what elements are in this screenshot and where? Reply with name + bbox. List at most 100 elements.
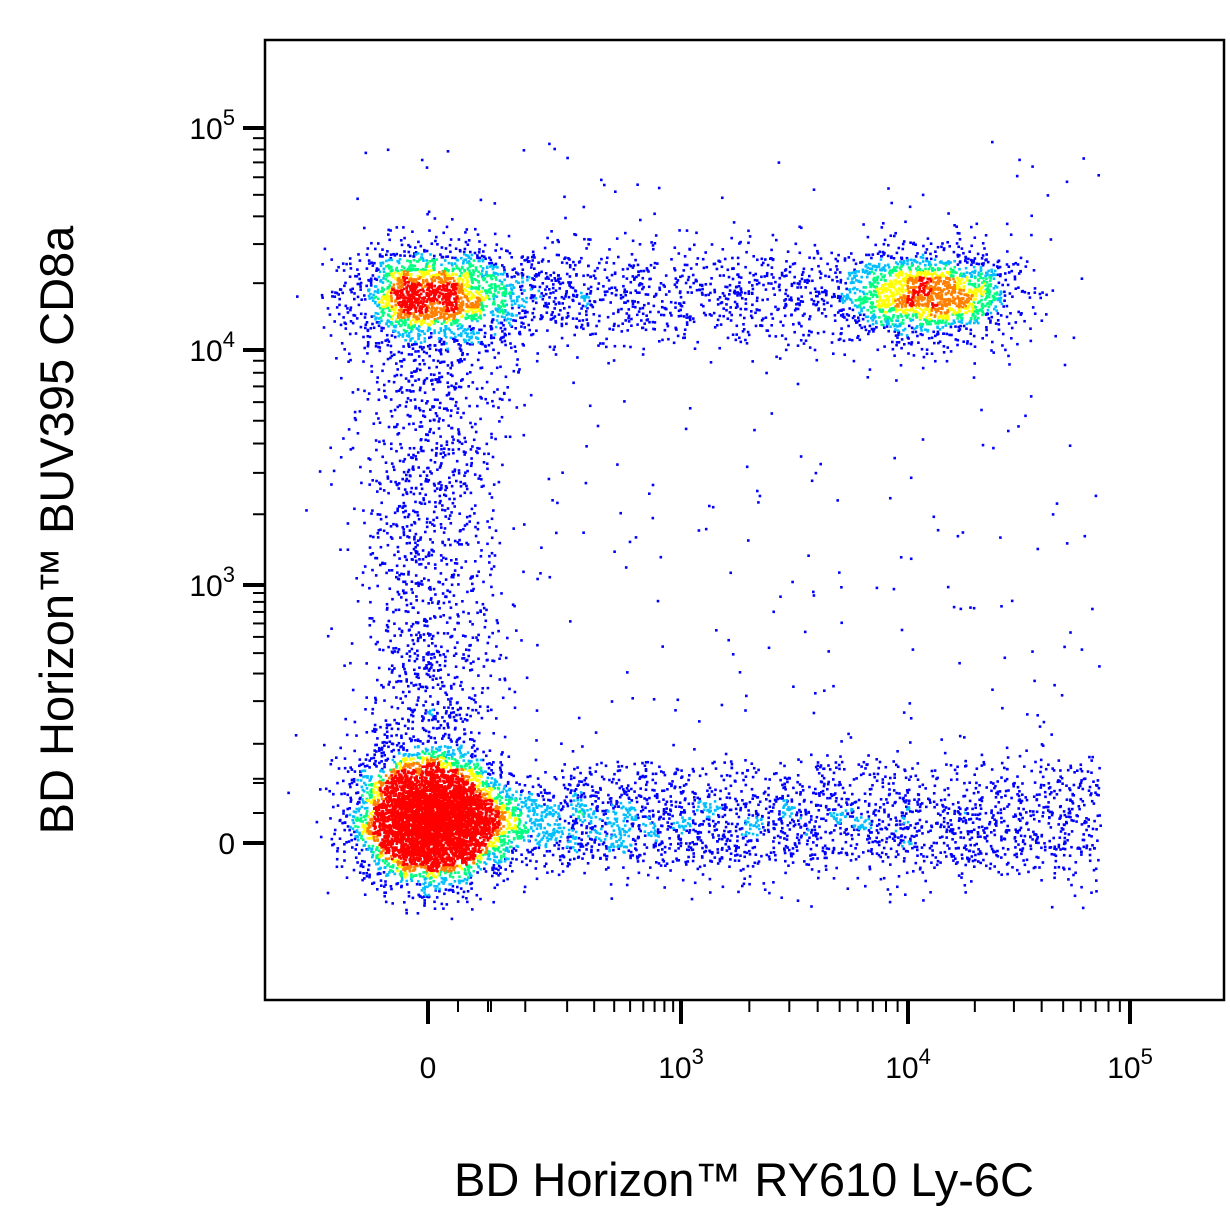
- event-point: [702, 304, 705, 308]
- event-point: [384, 891, 387, 894]
- event-point: [793, 842, 797, 845]
- event-point: [957, 874, 961, 877]
- event-point: [511, 268, 515, 272]
- event-point: [623, 400, 626, 403]
- event-point: [597, 344, 600, 347]
- event-point: [770, 412, 774, 415]
- event-point: [549, 799, 552, 802]
- event-point: [543, 246, 547, 250]
- event-point: [691, 819, 695, 822]
- event-point: [651, 815, 655, 818]
- event-point: [726, 317, 730, 320]
- event-point: [383, 894, 386, 898]
- event-point: [326, 307, 330, 310]
- event-point: [738, 242, 741, 245]
- event-point: [606, 256, 609, 260]
- event-point: [1080, 823, 1084, 826]
- event-point: [705, 845, 708, 849]
- event-point: [725, 839, 729, 843]
- event-point: [913, 835, 916, 838]
- event-point: [522, 433, 526, 437]
- event-point: [420, 425, 424, 428]
- event-point: [639, 787, 642, 790]
- event-point: [780, 274, 784, 277]
- event-point: [449, 522, 453, 525]
- event-point: [907, 826, 910, 829]
- event-point: [353, 749, 356, 753]
- event-point: [781, 794, 784, 798]
- event-point: [909, 824, 912, 827]
- event-point: [595, 794, 598, 798]
- event-point: [876, 772, 880, 776]
- event-point: [742, 328, 746, 331]
- event-point: [462, 653, 465, 656]
- event-point: [887, 187, 890, 190]
- event-point: [857, 855, 861, 858]
- event-point: [843, 353, 846, 356]
- event-point: [665, 322, 669, 326]
- event-point: [561, 847, 565, 850]
- event-point: [405, 542, 409, 545]
- event-point: [445, 563, 449, 566]
- event-point: [644, 769, 648, 772]
- event-point: [978, 812, 982, 816]
- event-point: [1034, 833, 1037, 836]
- event-point: [680, 304, 684, 308]
- event-point: [495, 243, 499, 246]
- event-point: [737, 846, 740, 849]
- event-point: [1032, 810, 1035, 813]
- event-point: [1078, 784, 1082, 788]
- event-point: [1006, 250, 1009, 253]
- event-point: [698, 797, 701, 801]
- event-point: [810, 800, 813, 804]
- event-point: [358, 764, 361, 768]
- event-point: [1007, 829, 1011, 832]
- event-point: [822, 330, 826, 334]
- event-point: [429, 335, 433, 339]
- event-point: [644, 761, 648, 764]
- event-point: [731, 653, 735, 656]
- event-point: [491, 659, 494, 662]
- event-point: [637, 794, 641, 797]
- event-point: [692, 805, 695, 809]
- event-point: [596, 805, 599, 808]
- event-point: [664, 307, 667, 311]
- event-point: [921, 366, 925, 370]
- event-point: [447, 391, 451, 395]
- event-point: [799, 810, 802, 814]
- event-point: [445, 225, 449, 229]
- event-point: [975, 222, 979, 226]
- event-point: [454, 338, 458, 342]
- event-point: [725, 820, 728, 824]
- event-point: [682, 336, 685, 340]
- event-point: [353, 507, 356, 511]
- event-point: [827, 275, 831, 278]
- event-point: [665, 862, 669, 865]
- event-point: [369, 281, 373, 285]
- event-point: [619, 293, 623, 297]
- event-point: [655, 793, 659, 796]
- event-point: [964, 863, 967, 867]
- event-point: [531, 250, 535, 254]
- event-point: [349, 262, 352, 266]
- event-point: [411, 727, 414, 730]
- event-point: [956, 765, 959, 769]
- event-point: [957, 245, 960, 249]
- event-point: [728, 283, 732, 287]
- event-point: [989, 319, 992, 322]
- event-point: [588, 404, 592, 408]
- event-point: [952, 605, 956, 609]
- event-point: [419, 685, 423, 689]
- event-point: [560, 322, 564, 326]
- event-point: [827, 650, 830, 653]
- event-point: [1073, 894, 1077, 898]
- event-point: [809, 291, 812, 295]
- event-point: [479, 395, 482, 399]
- event-point: [452, 654, 456, 657]
- event-point: [578, 319, 581, 323]
- event-point: [465, 515, 469, 519]
- event-point: [1005, 263, 1009, 266]
- event-point: [770, 273, 774, 276]
- event-point: [449, 543, 452, 547]
- event-point: [335, 269, 339, 272]
